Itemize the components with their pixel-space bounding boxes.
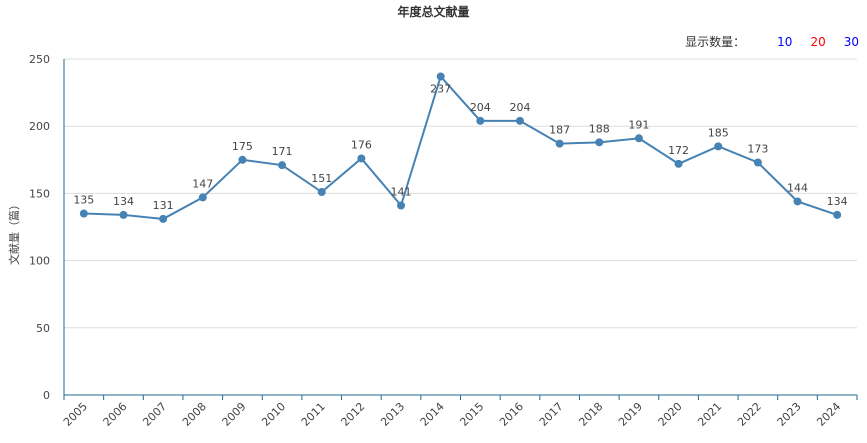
data-point xyxy=(753,158,762,167)
x-tick-label: 2007 xyxy=(140,400,169,429)
data-label: 134 xyxy=(113,195,134,208)
y-tick-label: 150 xyxy=(29,187,50,200)
data-point xyxy=(238,155,247,164)
data-point xyxy=(119,210,128,219)
data-point xyxy=(714,142,723,151)
x-tick-label: 2020 xyxy=(656,400,685,429)
data-label: 188 xyxy=(589,122,610,135)
x-tick-label: 2006 xyxy=(101,400,130,429)
data-point xyxy=(674,159,683,168)
x-tick-label: 2023 xyxy=(775,400,804,429)
data-label: 187 xyxy=(549,124,570,137)
x-tick-label: 2005 xyxy=(61,400,90,429)
data-label: 131 xyxy=(153,199,174,212)
data-label: 171 xyxy=(272,145,293,158)
x-tick-label: 2017 xyxy=(537,400,566,429)
x-tick-label: 2015 xyxy=(457,400,486,429)
display-count-option-10[interactable]: 10 xyxy=(777,34,793,49)
data-point xyxy=(357,154,366,163)
data-point xyxy=(397,201,406,210)
x-tick-label: 2022 xyxy=(735,400,764,429)
data-point xyxy=(555,139,564,148)
y-tick-label: 100 xyxy=(29,255,50,268)
data-label: 135 xyxy=(73,194,94,207)
x-tick-label: 2016 xyxy=(497,400,526,429)
display-count-option-20[interactable]: 20 xyxy=(810,34,826,49)
display-count-label: 显示数量： xyxy=(685,35,746,49)
series-line xyxy=(83,74,838,220)
data-label: 172 xyxy=(668,144,689,157)
display-count-option-30[interactable]: 30 xyxy=(843,34,859,49)
data-point xyxy=(278,161,287,170)
data-point xyxy=(595,138,604,147)
data-point xyxy=(515,116,524,125)
x-tick-label: 2012 xyxy=(339,400,368,429)
x-tick-label: 2018 xyxy=(576,400,605,429)
data-point xyxy=(476,116,485,125)
data-label: 185 xyxy=(708,126,729,139)
y-tick-label: 200 xyxy=(29,120,50,133)
y-tick-label: 250 xyxy=(29,53,50,66)
data-label: 204 xyxy=(470,101,491,114)
x-tick-label: 2008 xyxy=(180,400,209,429)
data-label: 151 xyxy=(311,172,332,185)
x-tick-label: 2019 xyxy=(616,400,645,429)
x-tick-label: 2010 xyxy=(259,400,288,429)
display-count-selector: 显示数量： 10 20 30 xyxy=(685,33,859,50)
data-point xyxy=(793,197,802,206)
data-point xyxy=(198,193,207,202)
data-point xyxy=(79,209,88,218)
x-tick-label: 2021 xyxy=(695,400,724,429)
x-tick-label: 2011 xyxy=(299,400,328,429)
y-axis-title: 文献量（篇） xyxy=(7,199,21,265)
data-label: 175 xyxy=(232,140,253,153)
y-tick-label: 50 xyxy=(36,322,50,335)
data-label: 191 xyxy=(628,118,649,131)
data-point xyxy=(833,210,842,219)
data-label: 204 xyxy=(509,101,530,114)
chart-title: 年度总文献量 xyxy=(397,5,470,19)
data-point xyxy=(436,72,445,81)
data-label: 237 xyxy=(430,82,451,95)
x-tick-label: 2024 xyxy=(814,400,843,429)
data-label: 134 xyxy=(827,195,848,208)
x-tick-label: 2009 xyxy=(220,400,249,429)
data-point xyxy=(634,134,643,143)
y-tick-label: 0 xyxy=(43,389,50,402)
data-label: 176 xyxy=(351,138,372,151)
data-label: 141 xyxy=(391,185,412,198)
data-label: 144 xyxy=(787,181,808,194)
data-label: 147 xyxy=(192,177,213,190)
data-point xyxy=(159,214,168,223)
data-point xyxy=(317,188,326,197)
x-tick-label: 2013 xyxy=(378,400,407,429)
data-label: 173 xyxy=(747,142,768,155)
x-tick-label: 2014 xyxy=(418,400,447,429)
